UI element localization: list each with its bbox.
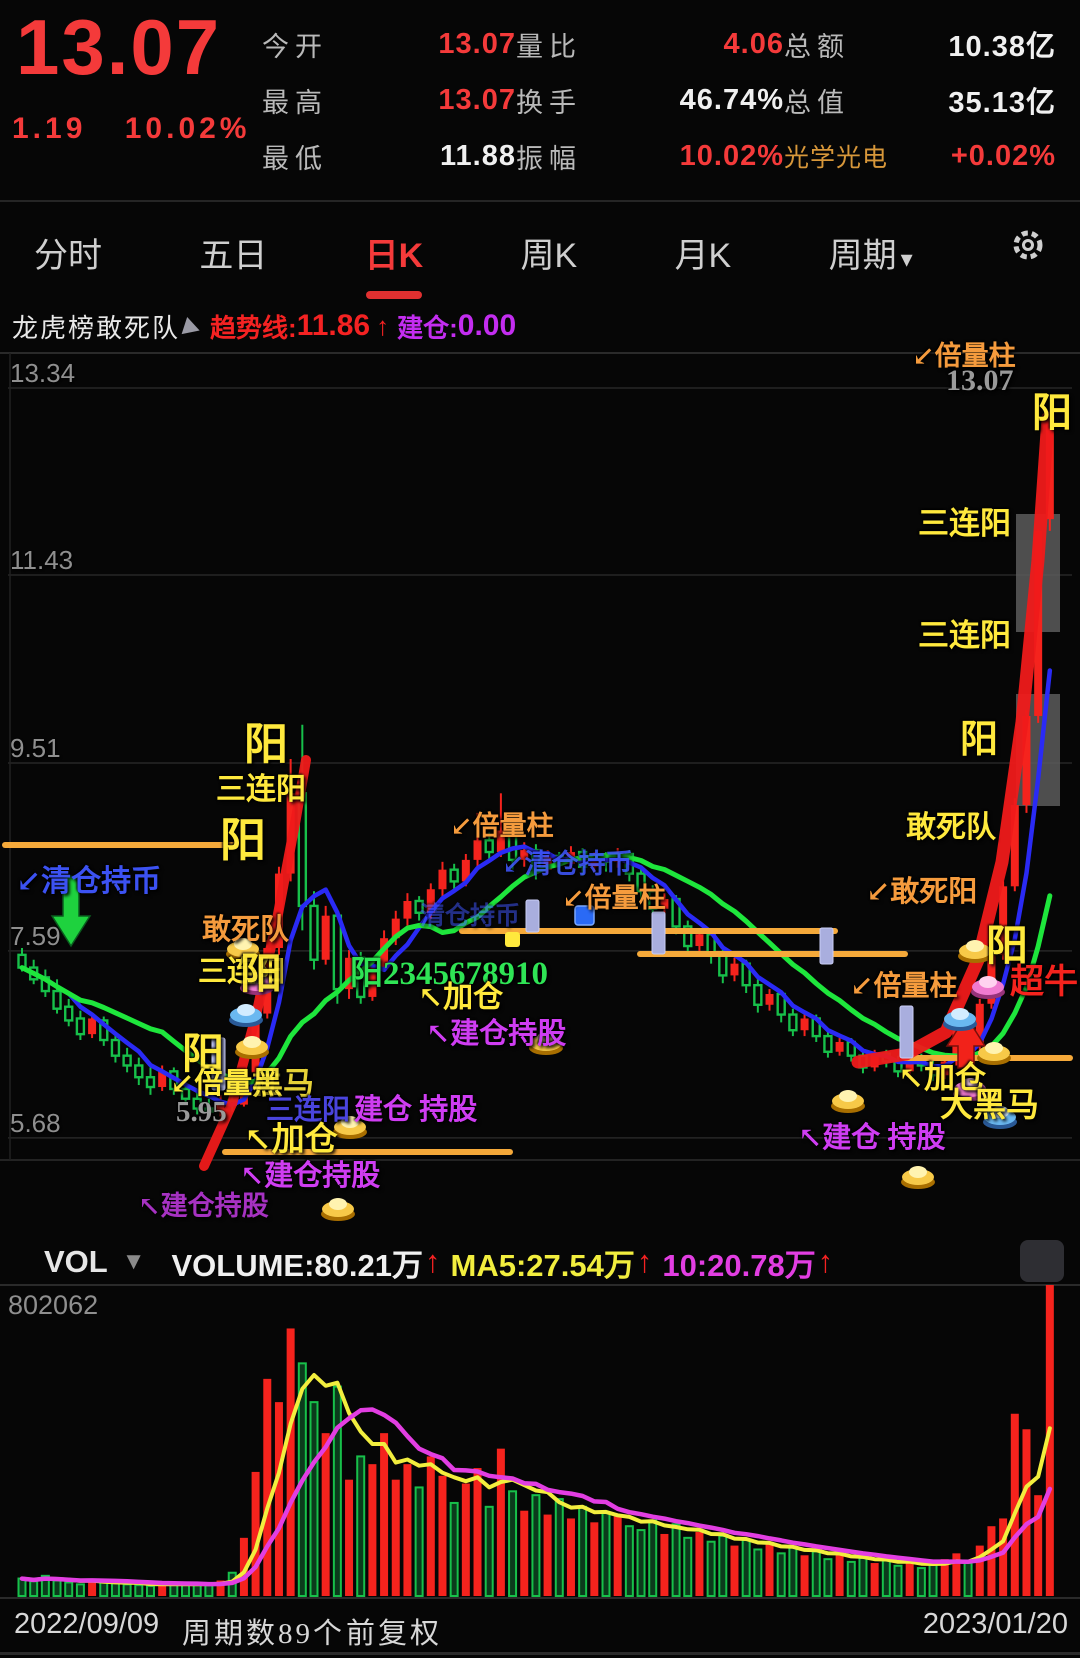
trend-line-value: 11.86 <box>296 309 371 342</box>
stat-value: 4.06 <box>723 27 784 60</box>
x-axis-start-date: 2022/09/09 <box>14 1608 160 1640</box>
stat-value: 35.13亿 <box>948 87 1056 119</box>
gold-ingot-icon <box>831 1090 865 1113</box>
gold-ingot-icon <box>226 938 260 961</box>
divider <box>0 1652 1080 1655</box>
stat-value: +0.02% <box>950 139 1056 172</box>
expand-icon[interactable] <box>1020 1240 1064 1282</box>
position-value: 0.00 <box>457 309 517 342</box>
tab-daily-k[interactable]: 日K <box>359 214 430 291</box>
volume-value: VOLUME:80.21万 <box>171 1247 424 1283</box>
tab-period-label: 周期 <box>828 236 897 275</box>
vol-ma10-up-arrow: ↑ <box>817 1244 834 1279</box>
divider <box>0 200 1080 202</box>
x-axis-end-date: 2023/01/20 <box>922 1608 1068 1640</box>
trend-up-arrow-icon: ↑ <box>376 310 390 341</box>
stat-value: 11.88 <box>440 139 516 172</box>
gold-ingot-icon <box>977 1042 1011 1065</box>
tab-monthly-k[interactable]: 月K <box>674 236 732 275</box>
stat-label: 最高 <box>262 87 328 118</box>
tab-period[interactable]: 周期 ▾ <box>823 214 919 291</box>
current-price: 13.07 <box>16 3 222 91</box>
gold-ingot-icon <box>333 1116 367 1139</box>
vol-ma10-value: 10:20.78万 <box>662 1247 816 1283</box>
change-percent: 10.02% <box>124 112 251 145</box>
stat-label: 换手 <box>516 87 582 118</box>
gold-ingot-icon <box>321 1198 355 1221</box>
vol-dropdown-icon[interactable]: ▼ <box>121 1248 146 1275</box>
chevron-down-icon: ▾ <box>900 245 913 273</box>
volume-axis-max: 802062 <box>8 1290 99 1320</box>
quote-stats-grid: 今开 13.07 量比 4.06 总额 10.38亿最高 13.07 换手 46.74% 总值 35… <box>262 16 1070 184</box>
change-amount: 1.19 <box>12 112 87 145</box>
gold-ingot-icon <box>529 1032 563 1055</box>
settings-gear-icon[interactable] <box>1004 219 1052 286</box>
gold-ingot-icon <box>971 976 1005 999</box>
indicator-bar: 龙虎榜敢死队 趋势线: 11.86 ↑ 建仓: 0.00 <box>12 306 1072 346</box>
stat-value: 10.02% <box>679 139 784 172</box>
gold-ingot-icon <box>943 1008 977 1031</box>
x-axis: 2022/09/09 周期数89个 前复权 2023/01/20 <box>0 1604 1080 1652</box>
trend-line-label: 趋势线: <box>210 312 297 343</box>
price-change: 1.19 10.02% <box>12 112 250 146</box>
position-label: 建仓: <box>397 312 458 343</box>
gold-ingot-icon <box>901 1166 935 1189</box>
stat-label: 最低 <box>262 143 328 174</box>
vol-ma5-up-arrow: ↑ <box>636 1244 653 1279</box>
tab-minute[interactable]: 分时 <box>34 236 102 275</box>
stat-label: 总额 <box>784 31 850 62</box>
stat-label: 今开 <box>262 31 328 62</box>
gold-ingot-icon <box>240 972 274 995</box>
stat-label: 总值 <box>784 87 850 118</box>
period-tabs: 分时 五日 日K 周K 月K 周期 ▾ <box>0 202 1080 302</box>
volume-up-arrow: ↑ <box>425 1244 441 1279</box>
stat-value: 13.07 <box>438 83 516 116</box>
quote-header: 13.07 1.19 10.02% 今开 13.07 量比 4.06 总额 10.38亿最… <box>0 0 1080 200</box>
stat-value: 13.07 <box>438 27 516 60</box>
gold-ingot-icon <box>229 1004 263 1027</box>
gold-ingot-icon <box>958 940 992 963</box>
gold-ingot-icon <box>953 1078 987 1101</box>
stat-label: 振幅 <box>516 143 582 174</box>
gold-ingot-icon <box>983 1106 1017 1129</box>
stat-value: 10.38亿 <box>948 31 1056 63</box>
indicator-name[interactable]: 龙虎榜敢死队 <box>12 313 181 343</box>
stat-label: 光学光电 <box>784 145 889 172</box>
stat-value: 46.74% <box>679 83 784 116</box>
vol-title[interactable]: VOL <box>44 1244 108 1279</box>
tab-five-day[interactable]: 五日 <box>199 236 268 275</box>
vol-ma5-value: MA5:27.54万 <box>450 1247 635 1283</box>
x-axis-adjust-mode[interactable]: 前复权 <box>346 1618 443 1650</box>
tab-weekly-k[interactable]: 周K <box>520 236 578 275</box>
gold-ingot-icon <box>235 1036 269 1059</box>
volume-header: VOL ▼ VOLUME:80.21万 ↑ MA5:27.54万 ↑ 10:20… <box>0 1238 1080 1286</box>
x-axis-period-count: 周期数89个 <box>182 1618 346 1650</box>
stat-label: 量比 <box>516 31 582 62</box>
